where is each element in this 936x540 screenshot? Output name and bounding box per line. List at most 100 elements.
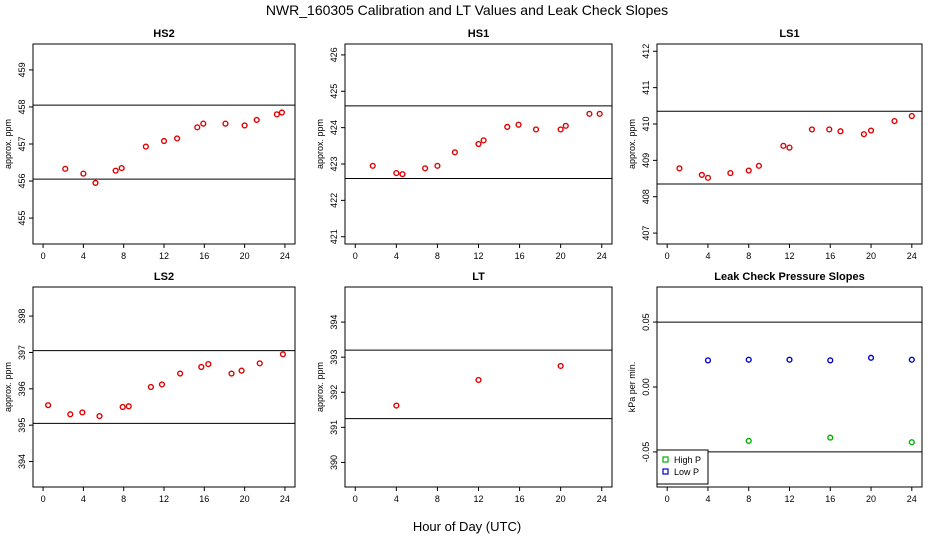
y-tick-label: 422	[329, 193, 339, 208]
y-tick-label: 396	[17, 381, 27, 396]
data-point	[562, 122, 569, 129]
data-point	[45, 402, 52, 409]
y-tick-label: 410	[641, 116, 651, 131]
y-tick-label: 423	[329, 156, 339, 171]
series-points	[62, 109, 286, 186]
data-point	[125, 403, 132, 410]
x-tick-label: 8	[746, 494, 751, 504]
x-tick-label: 12	[159, 251, 169, 261]
x-tick-label: 0	[665, 251, 670, 261]
legend-marker	[662, 456, 669, 463]
x-tick-label: 12	[784, 494, 794, 504]
data-point	[79, 409, 86, 416]
panel-ls1: LS1 0 4 8 12 16 20 24 407 408 409 410 411 412 approx. …	[627, 28, 923, 261]
data-point	[867, 354, 875, 361]
y-tick-label: 457	[17, 136, 27, 151]
data-point	[393, 402, 400, 409]
x-tick-label: 16	[515, 251, 525, 261]
x-tick-label: 16	[825, 251, 835, 261]
figure-title: NWR_160305 Calibration and LT Values and…	[266, 2, 668, 18]
x-tick-label: 24	[597, 494, 607, 504]
panel-ls2: LS2 0 4 8 12 16 20 24 394 395 396 397 398 approx. ppm	[3, 271, 296, 504]
x-tick-label: 12	[473, 251, 483, 261]
data-point	[786, 144, 793, 151]
y-tick-label: 0.05	[641, 313, 651, 331]
data-point	[112, 167, 119, 174]
series-points	[676, 112, 915, 181]
data-point	[451, 149, 458, 156]
data-point	[908, 112, 915, 120]
x-tick-label: 4	[705, 251, 710, 261]
data-point	[177, 370, 184, 377]
data-point	[727, 169, 734, 177]
data-point	[198, 363, 205, 371]
x-tick-label: 16	[199, 251, 209, 261]
y-axis-label: approx. ppm	[315, 119, 325, 169]
data-point	[142, 143, 149, 150]
data-point	[837, 128, 844, 135]
y-tick-label: 394	[17, 454, 27, 469]
panel-hs1: HS1 0 4 8 12 16 20 24 421 422 423 424 425 426 approx. …	[315, 28, 613, 261]
x-tick-label: 4	[81, 494, 86, 504]
data-point	[238, 367, 245, 374]
y-tick-label: 0.00	[641, 378, 651, 396]
data-point	[826, 126, 833, 133]
plot-frame	[32, 286, 296, 488]
panel-lt: LT 0 4 8 12 16 20 24 390 391 392 393 394 approx. ppm	[315, 271, 613, 504]
y-tick-label: 424	[329, 120, 339, 135]
x-tick-label: 4	[394, 494, 399, 504]
x-tick-label: 4	[81, 251, 86, 261]
data-point	[119, 403, 126, 411]
data-point	[676, 165, 683, 172]
panel-leak-check-pressure-slopes: Leak Check Pressure Slopes 0 4 8 12 16 20 24 -0.…	[627, 271, 923, 504]
y-tick-label: 409	[641, 153, 651, 168]
data-point	[194, 124, 201, 131]
y-tick-label: 456	[17, 174, 27, 189]
series-low-p	[704, 354, 915, 364]
data-point	[393, 169, 400, 177]
plot-frame	[344, 286, 613, 488]
x-axis-label: Hour of Day (UTC)	[413, 519, 521, 534]
y-tick-label: 407	[641, 226, 651, 241]
x-tick-label: 8	[435, 494, 440, 504]
plot-frame	[344, 43, 613, 245]
series-points	[393, 362, 564, 409]
x-tick-label: 12	[784, 251, 794, 261]
data-point	[827, 434, 834, 441]
data-point	[422, 165, 429, 172]
panel-title: LS2	[154, 271, 174, 283]
panel-title: HS1	[468, 28, 489, 40]
data-point	[369, 162, 376, 169]
y-tick-label: 390	[329, 455, 339, 470]
x-tick-label: 16	[199, 494, 209, 504]
data-point	[504, 123, 511, 131]
data-point	[96, 412, 103, 420]
data-point	[755, 162, 763, 169]
data-point	[228, 370, 235, 377]
panel-title: Leak Check Pressure Slopes	[714, 271, 864, 283]
panels: HS2 0 4 8 12 16 20 24 455 456 457 458 459 approx. ppm…	[3, 28, 923, 504]
data-point	[256, 360, 263, 367]
x-tick-label: 24	[907, 494, 917, 504]
data-point	[278, 109, 286, 116]
data-point	[62, 165, 69, 172]
x-tick-label: 24	[280, 251, 290, 261]
data-point	[557, 362, 564, 370]
data-point	[586, 110, 593, 117]
x-tick-label: 20	[866, 494, 876, 504]
data-point	[745, 356, 752, 363]
x-tick-label: 12	[473, 494, 483, 504]
plot-frame	[656, 43, 923, 245]
x-tick-label: 24	[907, 251, 917, 261]
panel-title: LS1	[779, 28, 799, 40]
data-point	[399, 171, 406, 178]
y-tick-label: 458	[17, 99, 27, 114]
data-point	[480, 137, 487, 144]
y-tick-label: 393	[329, 350, 339, 365]
data-point	[475, 140, 482, 148]
data-point	[174, 135, 181, 142]
y-tick-label: 408	[641, 189, 651, 204]
data-point	[704, 174, 712, 181]
data-point	[475, 376, 482, 384]
